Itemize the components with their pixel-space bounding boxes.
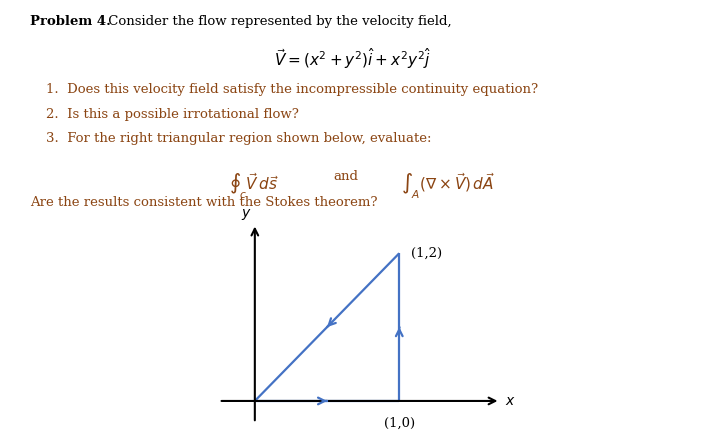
Text: $y$: $y$ bbox=[241, 207, 252, 222]
Text: 1.  Does this velocity field satisfy the incompressible continuity equation?: 1. Does this velocity field satisfy the … bbox=[46, 83, 538, 96]
Text: and: and bbox=[333, 170, 358, 183]
Text: (1,0): (1,0) bbox=[384, 417, 415, 430]
Text: $\int_A(\nabla \times \vec{V})\,d\vec{A}$: $\int_A(\nabla \times \vec{V})\,d\vec{A}… bbox=[400, 172, 495, 201]
Text: 3.  For the right triangular region shown below, evaluate:: 3. For the right triangular region shown… bbox=[46, 132, 431, 145]
Text: $\oint_c \vec{V}\,d\vec{s}$: $\oint_c \vec{V}\,d\vec{s}$ bbox=[228, 172, 279, 201]
Text: Consider the flow represented by the velocity field,: Consider the flow represented by the vel… bbox=[104, 15, 452, 29]
Text: Are the results consistent with the Stokes theorem?: Are the results consistent with the Stok… bbox=[30, 196, 377, 209]
Text: 2.  Is this a possible irrotational flow?: 2. Is this a possible irrotational flow? bbox=[46, 108, 299, 121]
Text: $\vec{V} = (x^2 + y^2)\hat{i} + x^2y^2\hat{j}$: $\vec{V} = (x^2 + y^2)\hat{i} + x^2y^2\h… bbox=[274, 46, 431, 71]
Text: Problem 4.: Problem 4. bbox=[30, 15, 111, 29]
Text: $x$: $x$ bbox=[505, 394, 515, 408]
Text: (1,2): (1,2) bbox=[411, 247, 442, 260]
